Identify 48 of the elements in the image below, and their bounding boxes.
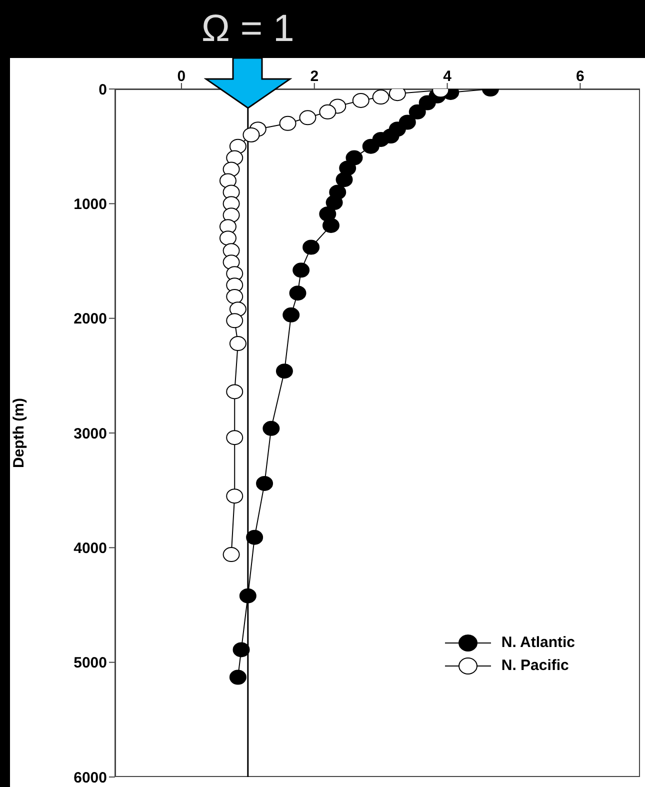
y-tick-label: 5000 <box>74 654 107 672</box>
point <box>226 384 244 400</box>
x-tick-label: 2 <box>310 68 319 85</box>
point <box>292 262 310 278</box>
point <box>299 110 316 126</box>
y-tick-label: 0 <box>98 81 107 98</box>
y-tick-label: 1000 <box>74 196 107 213</box>
point <box>408 104 426 120</box>
point <box>232 642 250 658</box>
point <box>418 95 436 110</box>
point <box>229 336 246 352</box>
point <box>339 160 356 176</box>
point <box>319 104 336 120</box>
y-tick-label: 4000 <box>74 540 107 557</box>
point <box>322 218 340 233</box>
point <box>256 476 274 491</box>
point <box>222 547 240 562</box>
legend-label: N. Pacific <box>501 656 569 676</box>
point <box>302 240 320 255</box>
point <box>229 302 246 317</box>
point <box>229 670 246 685</box>
point <box>282 307 300 322</box>
y-axis-title: Depth (m) <box>10 398 28 468</box>
point <box>276 364 293 379</box>
point <box>362 138 380 154</box>
x-tick-label: 6 <box>576 68 584 85</box>
point <box>226 488 244 504</box>
point <box>279 116 296 131</box>
legend-label: N. Atlantic <box>501 633 575 653</box>
point <box>226 313 244 328</box>
ref-line-label: Ω = 1 <box>200 7 296 52</box>
y-tick-label: 2000 <box>74 310 107 328</box>
point <box>289 286 306 301</box>
x-tick-label: 0 <box>177 68 186 85</box>
point <box>226 430 244 446</box>
x-tick-label: 4 <box>443 68 452 85</box>
point <box>219 230 236 246</box>
point <box>239 588 256 604</box>
point <box>226 289 244 304</box>
point <box>242 127 260 142</box>
y-tick-label: 6000 <box>74 769 107 786</box>
y-tick-label: 3000 <box>74 425 107 442</box>
point <box>372 90 390 105</box>
point <box>336 172 353 188</box>
point <box>352 92 370 108</box>
point <box>246 530 264 545</box>
point <box>326 195 343 210</box>
point <box>262 420 280 436</box>
